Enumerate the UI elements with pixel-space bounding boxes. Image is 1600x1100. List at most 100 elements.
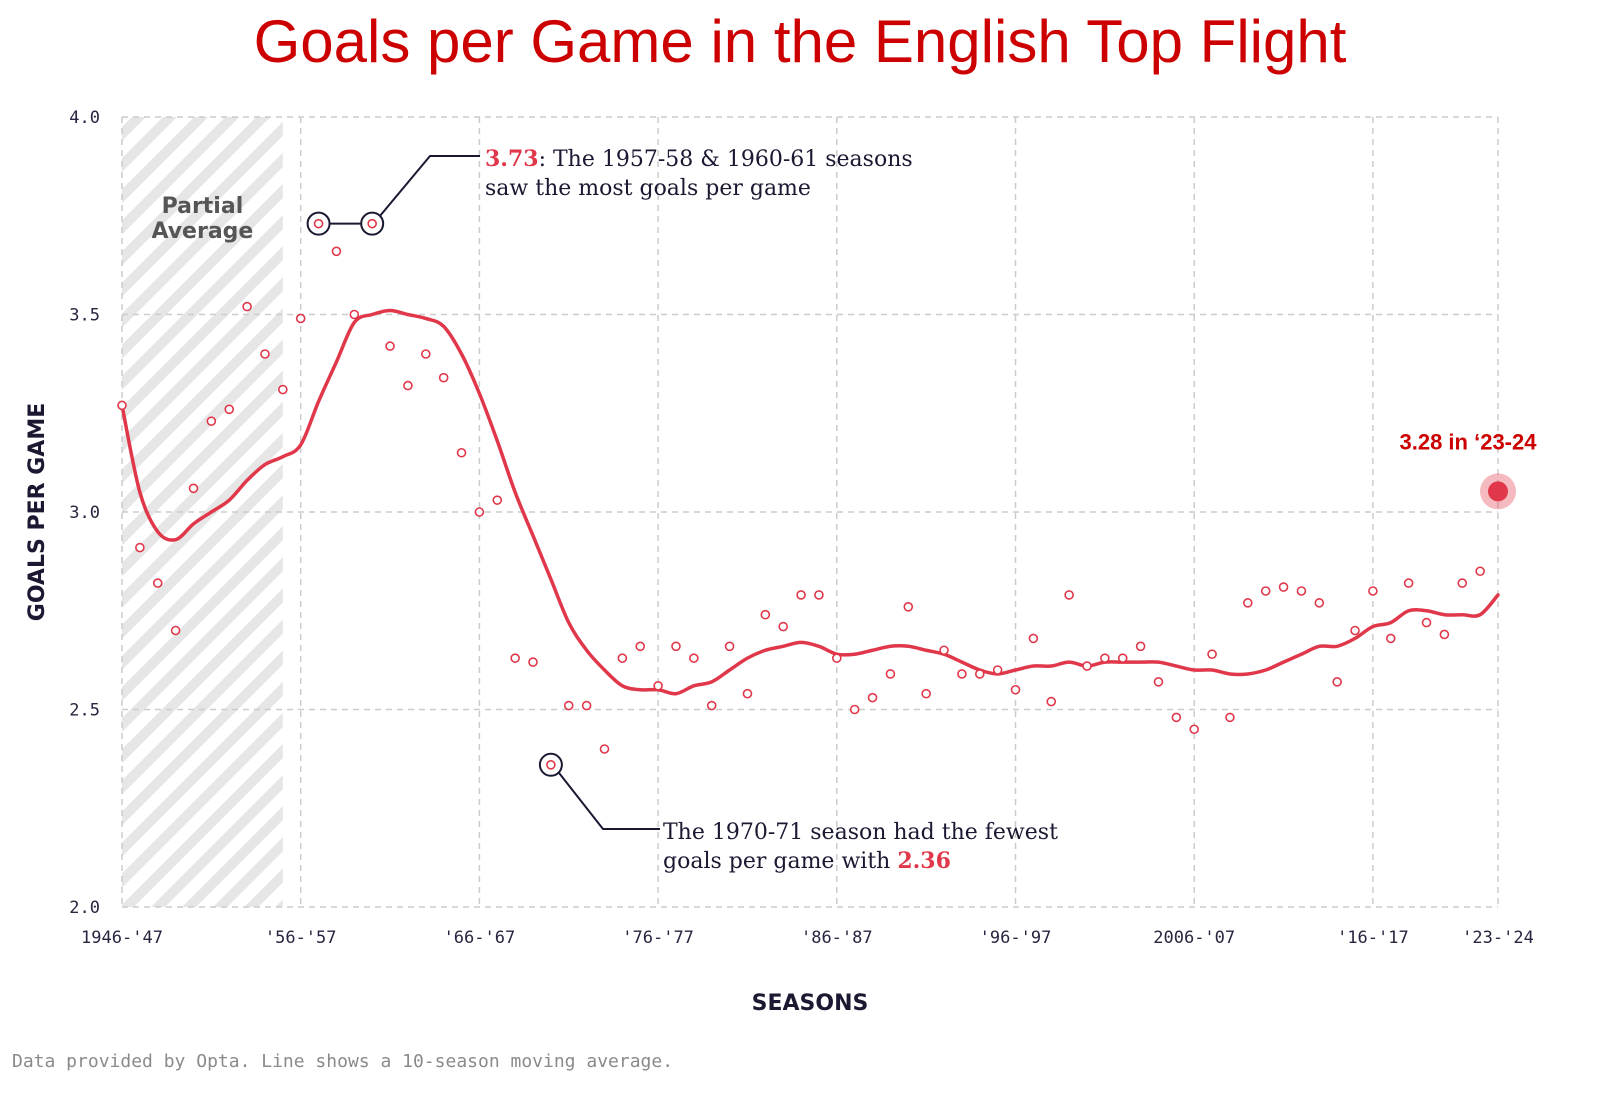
season-point <box>1278 582 1289 592</box>
highest-annotation-text: : The 1957-58 & 1960-61 seasons <box>539 147 913 172</box>
season-point <box>1332 677 1342 687</box>
lowest-annotation: The 1970-71 season had the fewest goals … <box>538 752 1058 874</box>
season-point <box>1189 724 1200 735</box>
season-point <box>599 744 610 754</box>
y-tick-label: 2.0 <box>69 898 100 918</box>
season-point <box>939 645 949 656</box>
season-point <box>796 590 806 600</box>
footnote: Data provided by Opta. Line shows a 10-s… <box>12 1051 673 1072</box>
lowest-annotation-text: goals per game with <box>663 849 897 874</box>
y-tick-label: 4.0 <box>69 108 100 128</box>
season-point <box>1171 712 1182 723</box>
season-point <box>492 495 503 505</box>
season-point <box>1010 684 1021 695</box>
y-tick-label: 2.5 <box>69 701 100 721</box>
season-point <box>724 641 735 652</box>
lowest-annotation-line1: The 1970-71 season had the fewest <box>663 820 1058 845</box>
season-point <box>1439 629 1450 640</box>
season-point <box>1403 578 1414 588</box>
latest-season-point <box>1488 481 1508 502</box>
season-point <box>814 590 824 600</box>
season-point <box>278 384 288 395</box>
season-point <box>974 669 985 679</box>
season-point <box>295 313 306 324</box>
season-point <box>1117 653 1128 663</box>
season-point <box>528 657 538 667</box>
season-point <box>474 507 485 517</box>
season-point <box>635 641 646 652</box>
highest-leader-line <box>329 155 480 225</box>
season-point <box>1475 566 1485 577</box>
season-point <box>1082 661 1092 671</box>
season-point <box>742 688 753 699</box>
season-point <box>1260 586 1271 596</box>
season-point <box>706 700 717 711</box>
season-point <box>152 578 163 588</box>
season-point <box>1100 653 1110 663</box>
season-point <box>671 641 681 652</box>
season-point <box>242 301 252 312</box>
season-point <box>1028 633 1039 644</box>
season-point <box>403 380 413 391</box>
season-point <box>992 665 1003 675</box>
season-point <box>885 669 896 679</box>
season-point <box>653 680 663 691</box>
x-tick-label: '76-'77 <box>622 928 694 948</box>
season-point <box>224 404 235 415</box>
season-point <box>1314 598 1325 608</box>
season-point <box>1064 590 1074 600</box>
season-point <box>170 625 181 636</box>
season-point <box>921 688 931 699</box>
season-point <box>546 759 556 770</box>
partial-average-label-line1: Partial <box>162 194 244 219</box>
season-point <box>438 372 449 383</box>
season-point <box>760 609 771 620</box>
x-tick-label: 2006-'07 <box>1153 928 1235 948</box>
highest-annotation-line2: saw the most goals per game <box>485 176 811 201</box>
season-point <box>617 653 628 663</box>
highest-annotation: 3.73: The 1957-58 & 1960-61 seasons saw … <box>306 146 913 236</box>
season-point <box>1046 696 1057 707</box>
season-point <box>778 621 788 632</box>
y-tick-label: 3.5 <box>69 306 100 326</box>
season-point <box>1243 598 1253 608</box>
season-point <box>1368 586 1378 596</box>
x-tick-label: 1946-'47 <box>81 928 163 948</box>
season-point <box>1350 625 1360 636</box>
lowest-leader-line <box>558 772 660 830</box>
season-point <box>1296 586 1307 596</box>
season-point <box>260 349 270 359</box>
season-point <box>385 341 395 351</box>
season-point <box>331 246 342 257</box>
x-axis-label: SEASONS <box>752 991 869 1016</box>
lowest-annotation-line2: goals per game with 2.36 <box>663 848 951 874</box>
season-point <box>689 653 699 663</box>
partial-average-label-line2: Average <box>151 219 253 244</box>
chart-title: Goals per Game in the English Top Flight <box>254 8 1347 75</box>
season-point <box>903 601 914 612</box>
highest-annotation-line1: 3.73: The 1957-58 & 1960-61 seasons <box>485 146 913 172</box>
moving-average-line <box>120 308 1500 696</box>
lowest-annotation-value: 2.36 <box>897 848 951 874</box>
grid-lines <box>121 116 1499 908</box>
season-point <box>367 218 377 229</box>
season-point <box>456 447 467 458</box>
x-tick-label: '16-'17 <box>1337 928 1409 948</box>
season-point <box>188 483 199 494</box>
season-point <box>117 400 127 411</box>
season-point <box>420 349 431 359</box>
season-point <box>1457 578 1468 588</box>
season-point <box>581 700 592 711</box>
season-point <box>832 653 842 663</box>
x-tick-label: '56-'57 <box>265 928 337 948</box>
season-point <box>867 692 878 703</box>
season-point <box>1207 649 1217 660</box>
latest-season-callout: 3.28 in ‘23-24 <box>1400 429 1538 454</box>
season-point <box>1421 617 1432 628</box>
season-point <box>135 542 145 553</box>
season-points <box>117 218 1485 770</box>
season-point <box>349 309 360 320</box>
y-axis-label: GOALS PER GAME <box>25 403 50 621</box>
highlight-ring-1970-71 <box>538 752 563 777</box>
